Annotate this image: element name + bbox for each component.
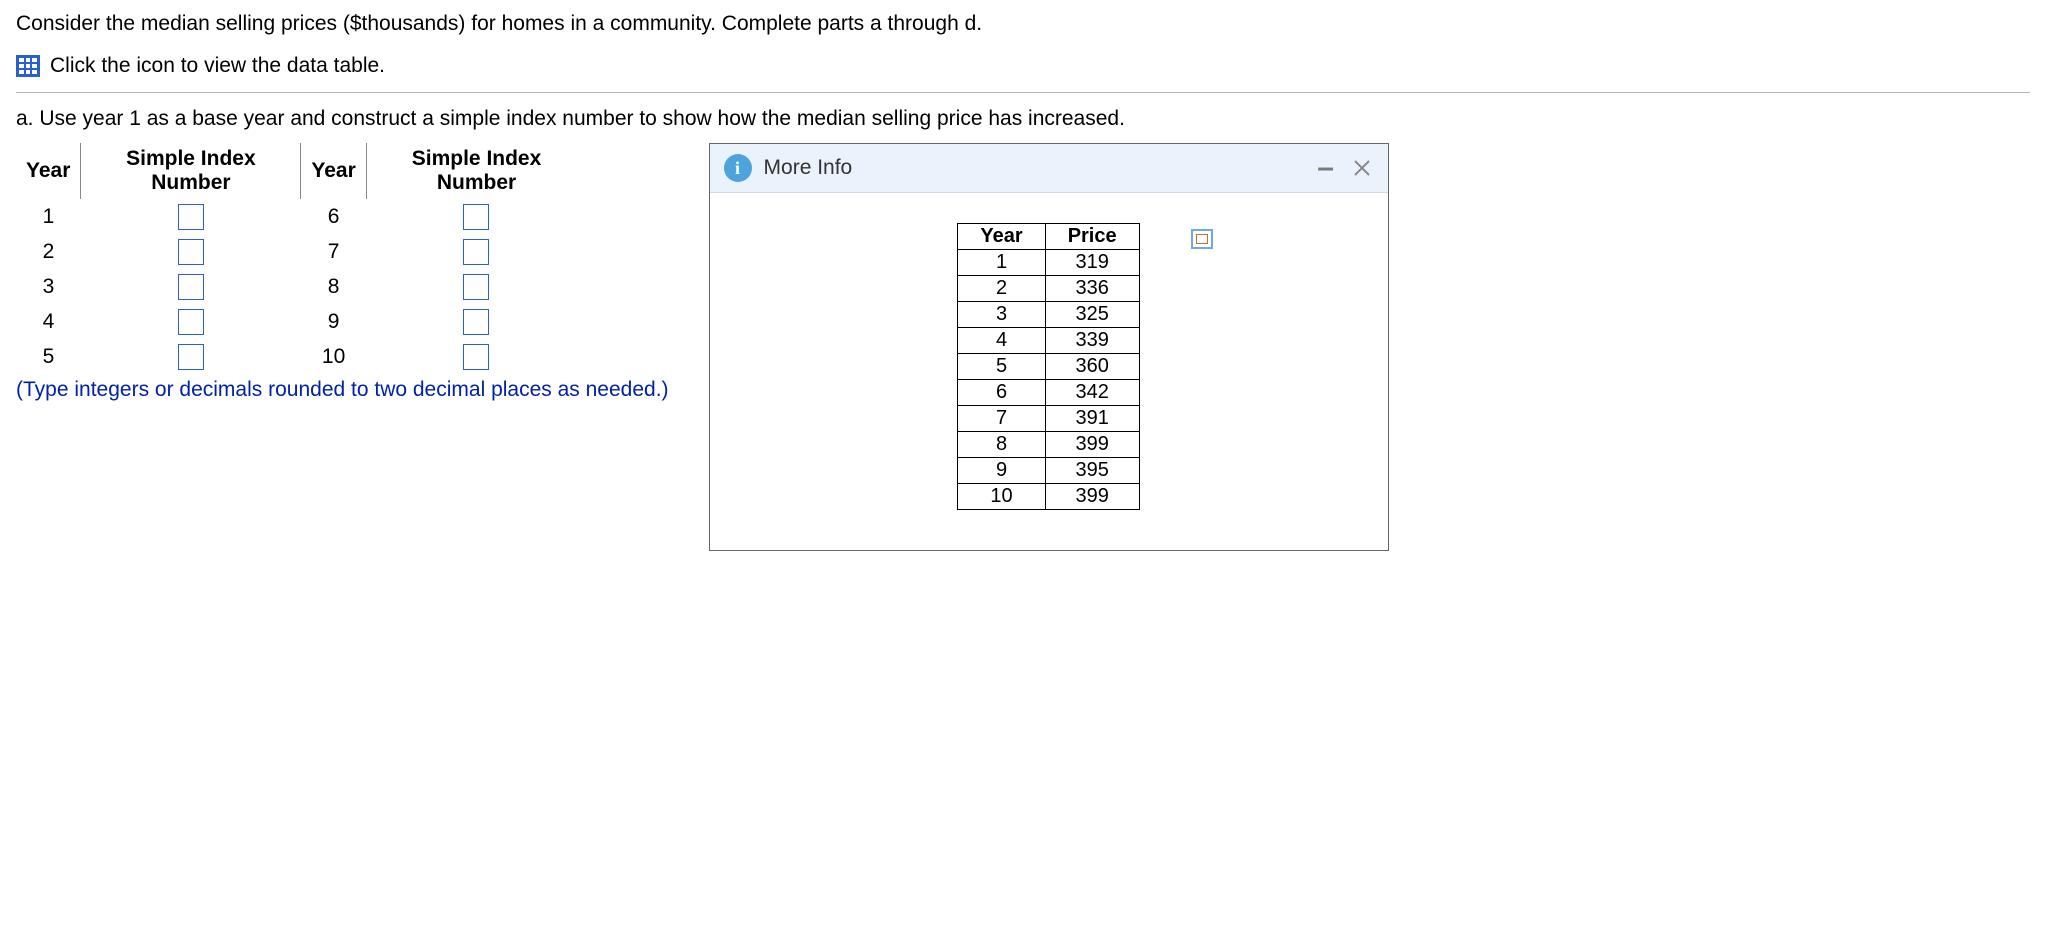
data-price: 342 [1045,380,1139,406]
data-year: 2 [958,276,1045,302]
data-year: 5 [958,354,1045,380]
index-input-cell [81,234,301,269]
data-year: 7 [958,406,1045,432]
index-input-year-3[interactable] [178,274,204,300]
price-data-table: Year Price 13192336332543395360634273918… [957,223,1139,510]
index-row: 49 [16,304,586,339]
data-price: 399 [1045,432,1139,458]
index-input-year-10[interactable] [463,344,489,370]
index-row: 27 [16,234,586,269]
year-cell: 10 [301,339,366,374]
data-year: 6 [958,380,1045,406]
year-cell: 3 [16,269,81,304]
data-price: 395 [1045,458,1139,484]
data-year: 8 [958,432,1045,458]
data-price: 336 [1045,276,1139,302]
data-price: 399 [1045,484,1139,510]
data-price: 391 [1045,406,1139,432]
index-input-cell [366,234,586,269]
data-row: 6342 [958,380,1139,406]
index-input-cell [366,339,586,374]
modal-header: i More Info – [710,144,1388,193]
col-sin-right: Simple Index Number [366,143,586,199]
year-cell: 6 [301,199,366,234]
index-input-year-2[interactable] [178,239,204,265]
index-row: 38 [16,269,586,304]
year-cell: 8 [301,269,366,304]
data-row: 7391 [958,406,1139,432]
more-info-modal: i More Info – Year Price 131923363325 [709,143,1389,551]
index-input-year-8[interactable] [463,274,489,300]
data-row: 4339 [958,328,1139,354]
info-icon: i [724,154,752,182]
data-year: 1 [958,250,1045,276]
close-icon[interactable] [1350,156,1374,180]
index-input-cell [366,199,586,234]
data-col-year: Year [958,224,1045,250]
data-year: 3 [958,302,1045,328]
year-cell: 4 [16,304,81,339]
data-table-link-text[interactable]: Click the icon to view the data table. [50,54,385,78]
index-input-cell [81,199,301,234]
data-row: 2336 [958,276,1139,302]
data-row: 9395 [958,458,1139,484]
problem-intro: Consider the median selling prices ($tho… [16,12,2030,36]
divider [16,92,2030,93]
index-entry-tbody: 16273849510 [16,199,586,374]
data-price: 319 [1045,250,1139,276]
data-price: 339 [1045,328,1139,354]
index-row: 16 [16,199,586,234]
index-input-cell [81,269,301,304]
data-col-price: Price [1045,224,1139,250]
col-year-left: Year [16,143,81,199]
index-input-year-5[interactable] [178,344,204,370]
index-input-cell [366,304,586,339]
price-data-tbody: 1319233633254339536063427391839993951039… [958,250,1139,510]
col-sin-left: Simple Index Number [81,143,301,199]
minimize-icon[interactable]: – [1314,156,1338,180]
data-table-icon[interactable] [16,55,40,77]
index-input-year-4[interactable] [178,309,204,335]
index-input-year-1[interactable] [178,204,204,230]
year-cell: 7 [301,234,366,269]
index-input-year-7[interactable] [463,239,489,265]
data-price: 360 [1045,354,1139,380]
rounding-hint: (Type integers or decimals rounded to tw… [16,378,669,402]
index-input-cell [81,339,301,374]
index-input-year-9[interactable] [463,309,489,335]
data-row: 3325 [958,302,1139,328]
year-cell: 1 [16,199,81,234]
index-entry-table: Year Simple Index Number Year Simple Ind… [16,143,586,374]
index-input-cell [366,269,586,304]
copy-table-icon[interactable] [1191,229,1213,249]
data-row: 8399 [958,432,1139,458]
index-input-cell [81,304,301,339]
data-year: 4 [958,328,1045,354]
data-year: 9 [958,458,1045,484]
index-input-year-6[interactable] [463,204,489,230]
modal-title: More Info [764,156,1302,180]
modal-body: Year Price 13192336332543395360634273918… [710,193,1388,550]
index-row: 5 10 [16,339,586,374]
year-cell: 9 [301,304,366,339]
year-cell: 2 [16,234,81,269]
data-price: 325 [1045,302,1139,328]
year-cell: 5 [16,339,81,374]
col-year-right: Year [301,143,366,199]
data-table-link-row: Click the icon to view the data table. [16,54,2030,78]
part-a-prompt: a. Use year 1 as a base year and constru… [16,107,2030,131]
index-entry-block: Year Simple Index Number Year Simple Ind… [16,143,669,402]
data-row: 10399 [958,484,1139,510]
data-year: 10 [958,484,1045,510]
data-row: 1319 [958,250,1139,276]
data-row: 5360 [958,354,1139,380]
